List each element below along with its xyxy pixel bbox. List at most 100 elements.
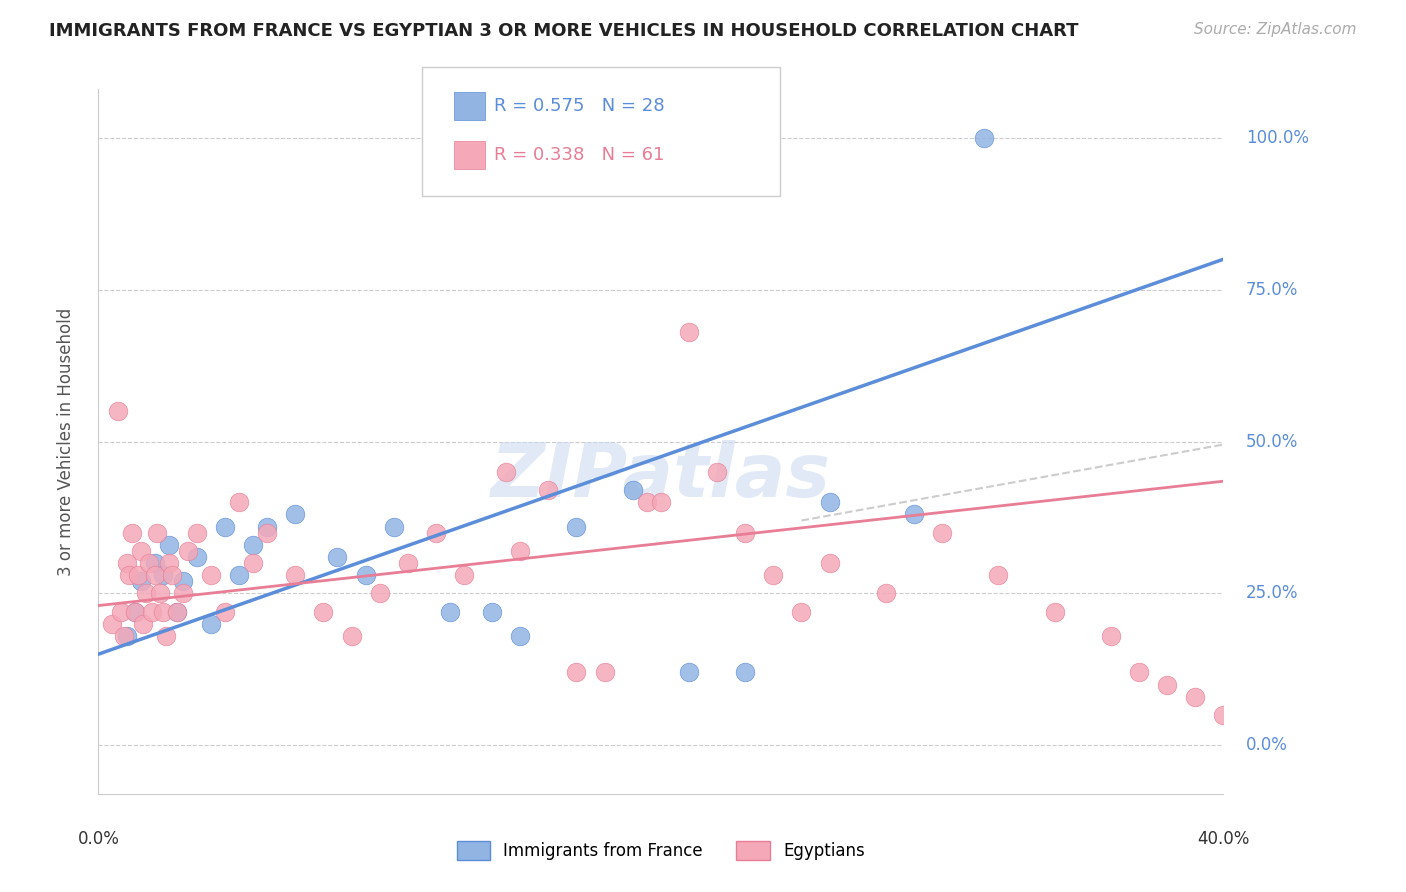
Point <box>143 568 166 582</box>
Point <box>200 616 222 631</box>
Point <box>762 568 785 582</box>
Point <box>118 568 141 582</box>
Point <box>124 605 146 619</box>
Point <box>228 495 250 509</box>
Point <box>115 629 138 643</box>
Point <box>172 586 194 600</box>
Point <box>818 495 841 509</box>
Point <box>141 605 163 619</box>
Point <box>987 568 1010 582</box>
Point <box>149 586 172 600</box>
Point <box>368 586 391 600</box>
Text: 75.0%: 75.0% <box>1246 281 1298 299</box>
Point <box>1240 647 1263 661</box>
Point <box>242 556 264 570</box>
Point <box>354 568 377 582</box>
Point <box>256 525 278 540</box>
Text: IMMIGRANTS FROM FRANCE VS EGYPTIAN 3 OR MORE VEHICLES IN HOUSEHOLD CORRELATION C: IMMIGRANTS FROM FRANCE VS EGYPTIAN 3 OR … <box>49 22 1078 40</box>
Point <box>734 665 756 680</box>
Point <box>110 605 132 619</box>
Point <box>312 605 335 619</box>
Point <box>593 665 616 680</box>
Point <box>143 556 166 570</box>
Point <box>1156 677 1178 691</box>
Text: 0.0%: 0.0% <box>77 830 120 848</box>
Point <box>186 525 208 540</box>
Point <box>132 616 155 631</box>
Point <box>931 525 953 540</box>
Point <box>453 568 475 582</box>
Point <box>157 556 180 570</box>
Point <box>790 605 813 619</box>
Point <box>650 495 672 509</box>
Point <box>124 605 146 619</box>
Point <box>509 544 531 558</box>
Point <box>678 325 700 339</box>
Point <box>326 549 349 564</box>
Point <box>157 538 180 552</box>
Point <box>537 483 560 497</box>
Point <box>172 574 194 589</box>
Point <box>160 568 183 582</box>
Point <box>636 495 658 509</box>
Point <box>903 508 925 522</box>
Text: R = 0.338   N = 61: R = 0.338 N = 61 <box>494 146 664 164</box>
Point <box>818 556 841 570</box>
Point <box>186 549 208 564</box>
Point <box>166 605 188 619</box>
Point <box>155 629 177 643</box>
Point <box>256 519 278 533</box>
Point <box>495 465 517 479</box>
Legend: Immigrants from France, Egyptians: Immigrants from France, Egyptians <box>450 834 872 867</box>
Point <box>1128 665 1150 680</box>
Point <box>565 519 588 533</box>
Point <box>200 568 222 582</box>
Text: 50.0%: 50.0% <box>1246 433 1298 450</box>
Point <box>138 556 160 570</box>
Point <box>112 629 135 643</box>
Point <box>509 629 531 643</box>
Point <box>875 586 897 600</box>
Point <box>177 544 200 558</box>
Point <box>678 665 700 680</box>
Point <box>973 130 995 145</box>
Point <box>242 538 264 552</box>
Text: 0.0%: 0.0% <box>1246 736 1288 755</box>
Point <box>1296 629 1319 643</box>
Point <box>284 568 307 582</box>
Point <box>129 574 152 589</box>
Point <box>706 465 728 479</box>
Text: 25.0%: 25.0% <box>1246 584 1298 602</box>
Point <box>1043 605 1066 619</box>
Point <box>734 525 756 540</box>
Point <box>439 605 461 619</box>
Point <box>107 404 129 418</box>
Point <box>152 605 174 619</box>
Y-axis label: 3 or more Vehicles in Household: 3 or more Vehicles in Household <box>56 308 75 575</box>
Text: 40.0%: 40.0% <box>1197 830 1250 848</box>
Point <box>621 483 644 497</box>
Point <box>129 544 152 558</box>
Point <box>127 568 149 582</box>
Point <box>121 525 143 540</box>
Point <box>565 665 588 680</box>
Point <box>228 568 250 582</box>
Point <box>214 605 236 619</box>
Point <box>135 586 157 600</box>
Point <box>146 525 169 540</box>
Point <box>152 568 174 582</box>
Text: R = 0.575   N = 28: R = 0.575 N = 28 <box>494 97 664 115</box>
Point <box>481 605 503 619</box>
Text: 100.0%: 100.0% <box>1246 128 1309 147</box>
Point <box>340 629 363 643</box>
Point <box>1099 629 1122 643</box>
Point <box>214 519 236 533</box>
Point <box>425 525 447 540</box>
Point <box>284 508 307 522</box>
Point <box>101 616 124 631</box>
Point <box>1184 690 1206 704</box>
Point <box>382 519 405 533</box>
Point <box>115 556 138 570</box>
Text: Source: ZipAtlas.com: Source: ZipAtlas.com <box>1194 22 1357 37</box>
Point <box>166 605 188 619</box>
